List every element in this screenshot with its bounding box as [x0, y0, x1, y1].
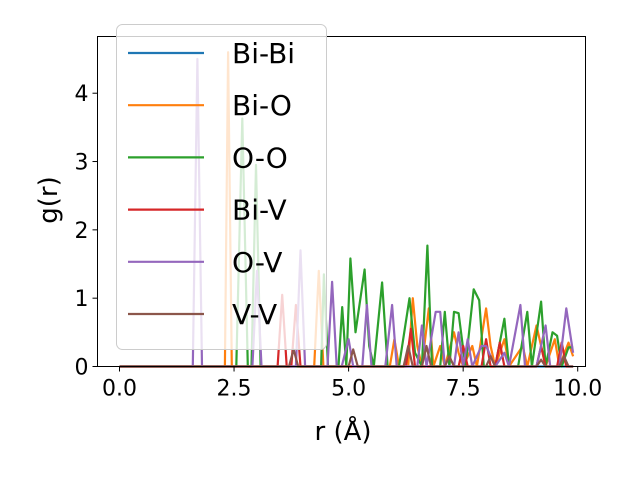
- x-tick-label: 7.5: [446, 377, 481, 402]
- y-tick-label: 4: [75, 82, 89, 107]
- legend-label-v-v: V-V: [232, 298, 277, 331]
- x-tick-label: 2.5: [217, 377, 252, 402]
- x-tick-label: 0.0: [102, 377, 137, 402]
- legend-label-bi-bi: Bi-Bi: [232, 37, 295, 70]
- legend-label-o-v: O-V: [232, 246, 282, 279]
- y-tick-label: 2: [75, 219, 89, 244]
- x-tick-label: 10.0: [553, 377, 602, 402]
- plot-frame: [97, 36, 586, 367]
- legend-label-o-o: O-O: [232, 141, 288, 174]
- y-tick-label: 0: [75, 356, 89, 381]
- y-tick-label: 1: [75, 287, 89, 312]
- ticks-layer: 0.0 2.5 5.0 7.5 10.0 0 1 2 3 4: [75, 82, 603, 401]
- y-axis-label: g(r): [34, 176, 64, 223]
- y-tick-label: 3: [75, 151, 89, 176]
- legend-label-bi-v: Bi-V: [232, 194, 287, 227]
- legend: Bi-Bi Bi-O O-O Bi-V O-V V-V: [116, 24, 327, 350]
- x-tick-label: 5.0: [331, 377, 366, 402]
- x-axis-label: r (Å): [314, 415, 371, 447]
- legend-label-bi-o: Bi-O: [232, 89, 292, 122]
- legend-box: [116, 24, 327, 350]
